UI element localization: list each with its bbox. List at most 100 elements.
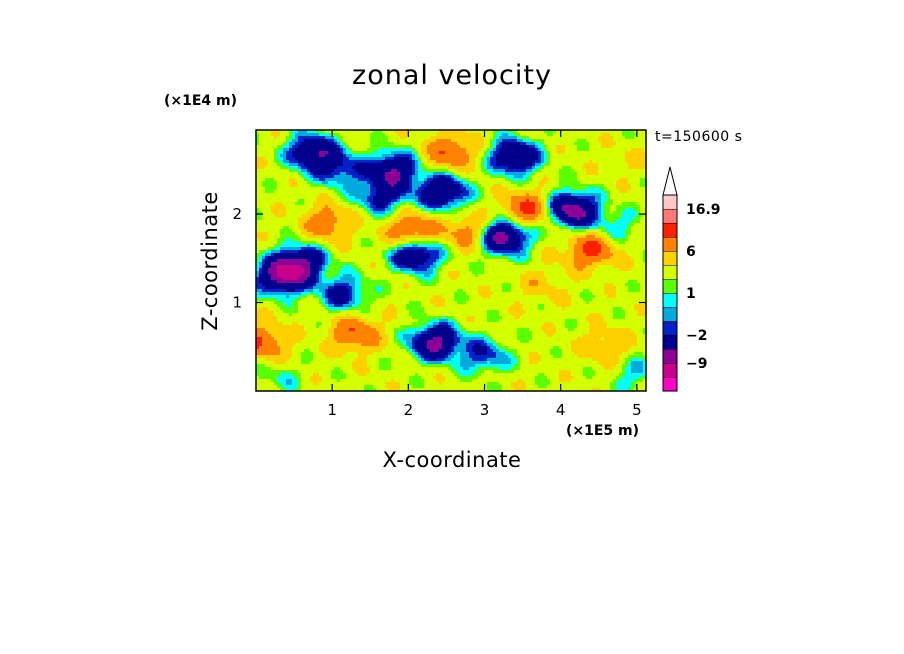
field-cell: [301, 298, 305, 302]
field-cell: [319, 292, 323, 296]
field-cell: [364, 148, 368, 152]
field-cell: [394, 271, 398, 275]
field-cell: [340, 196, 344, 200]
field-cell: [319, 301, 323, 305]
field-cell: [256, 250, 260, 254]
field-cell: [418, 274, 422, 278]
field-cell: [337, 328, 341, 332]
field-cell: [412, 223, 416, 227]
field-cell: [379, 340, 383, 344]
field-cell: [397, 250, 401, 254]
field-cell: [394, 289, 398, 293]
field-cell: [343, 379, 347, 383]
field-cell: [346, 241, 350, 245]
field-cell: [385, 154, 389, 158]
field-cell: [337, 226, 341, 230]
field-cell: [358, 286, 362, 290]
field-cell: [382, 133, 386, 137]
field-cell: [262, 241, 266, 245]
field-cell: [310, 244, 314, 248]
field-cell: [391, 310, 395, 314]
field-cell: [379, 196, 383, 200]
field-cell: [385, 352, 389, 356]
field-cell: [337, 169, 341, 173]
field-cell: [271, 277, 275, 281]
field-cell: [424, 304, 428, 308]
field-cell: [412, 187, 416, 191]
field-cell: [370, 142, 374, 146]
field-cell: [364, 259, 368, 263]
field-cell: [358, 181, 362, 185]
field-cell: [421, 166, 425, 170]
field-cell: [418, 190, 422, 194]
field-cell: [316, 316, 320, 320]
field-cell: [358, 148, 362, 152]
field-cell: [421, 145, 425, 149]
field-cell: [358, 337, 362, 341]
field-cell: [283, 196, 287, 200]
field-cell: [283, 325, 287, 329]
field-cell: [292, 175, 296, 179]
field-cell: [382, 226, 386, 230]
field-cell: [325, 178, 329, 182]
field-cell: [292, 187, 296, 191]
field-cell: [289, 256, 293, 260]
field-cell: [349, 199, 353, 203]
field-cell: [310, 286, 314, 290]
field-cell: [313, 352, 317, 356]
field-cell: [322, 181, 326, 185]
field-cell: [424, 136, 428, 140]
field-cell: [283, 253, 287, 257]
field-cell: [274, 232, 278, 236]
field-cell: [316, 208, 320, 212]
field-cell: [340, 166, 344, 170]
field-cell: [370, 214, 374, 218]
field-cell: [358, 328, 362, 332]
field-cell: [382, 211, 386, 215]
field-cell: [370, 220, 374, 224]
field-cell: [265, 238, 269, 242]
field-cell: [322, 379, 326, 383]
field-cell: [313, 214, 317, 218]
field-cell: [307, 136, 311, 140]
field-cell: [358, 175, 362, 179]
field-cell: [349, 370, 353, 374]
field-cell: [313, 160, 317, 164]
field-cell: [388, 181, 392, 185]
field-cell: [259, 346, 263, 350]
field-cell: [388, 172, 392, 176]
field-cell: [403, 178, 407, 182]
field-cell: [397, 133, 401, 137]
field-cell: [310, 322, 314, 326]
field-cell: [286, 220, 290, 224]
field-cell: [400, 304, 404, 308]
field-cell: [313, 244, 317, 248]
field-cell: [280, 199, 284, 203]
field-cell: [343, 184, 347, 188]
field-cell: [304, 382, 308, 386]
field-cell: [361, 205, 365, 209]
field-cell: [346, 232, 350, 236]
field-cell: [409, 331, 413, 335]
field-cell: [259, 226, 263, 230]
field-cell: [268, 145, 272, 149]
field-cell: [385, 190, 389, 194]
field-cell: [262, 193, 266, 197]
field-cell: [385, 187, 389, 191]
field-cell: [382, 388, 386, 392]
field-cell: [286, 130, 290, 134]
field-cell: [301, 193, 305, 197]
field-cell: [316, 205, 320, 209]
field-cell: [286, 325, 290, 329]
field-cell: [268, 235, 272, 239]
field-cell: [376, 148, 380, 152]
field-cell: [373, 364, 377, 368]
field-cell: [325, 259, 329, 263]
field-cell: [262, 373, 266, 377]
field-cell: [325, 352, 329, 356]
field-cell: [301, 172, 305, 176]
field-cell: [403, 247, 407, 251]
field-cell: [310, 136, 314, 140]
field-cell: [352, 358, 356, 362]
field-cell: [307, 235, 311, 239]
